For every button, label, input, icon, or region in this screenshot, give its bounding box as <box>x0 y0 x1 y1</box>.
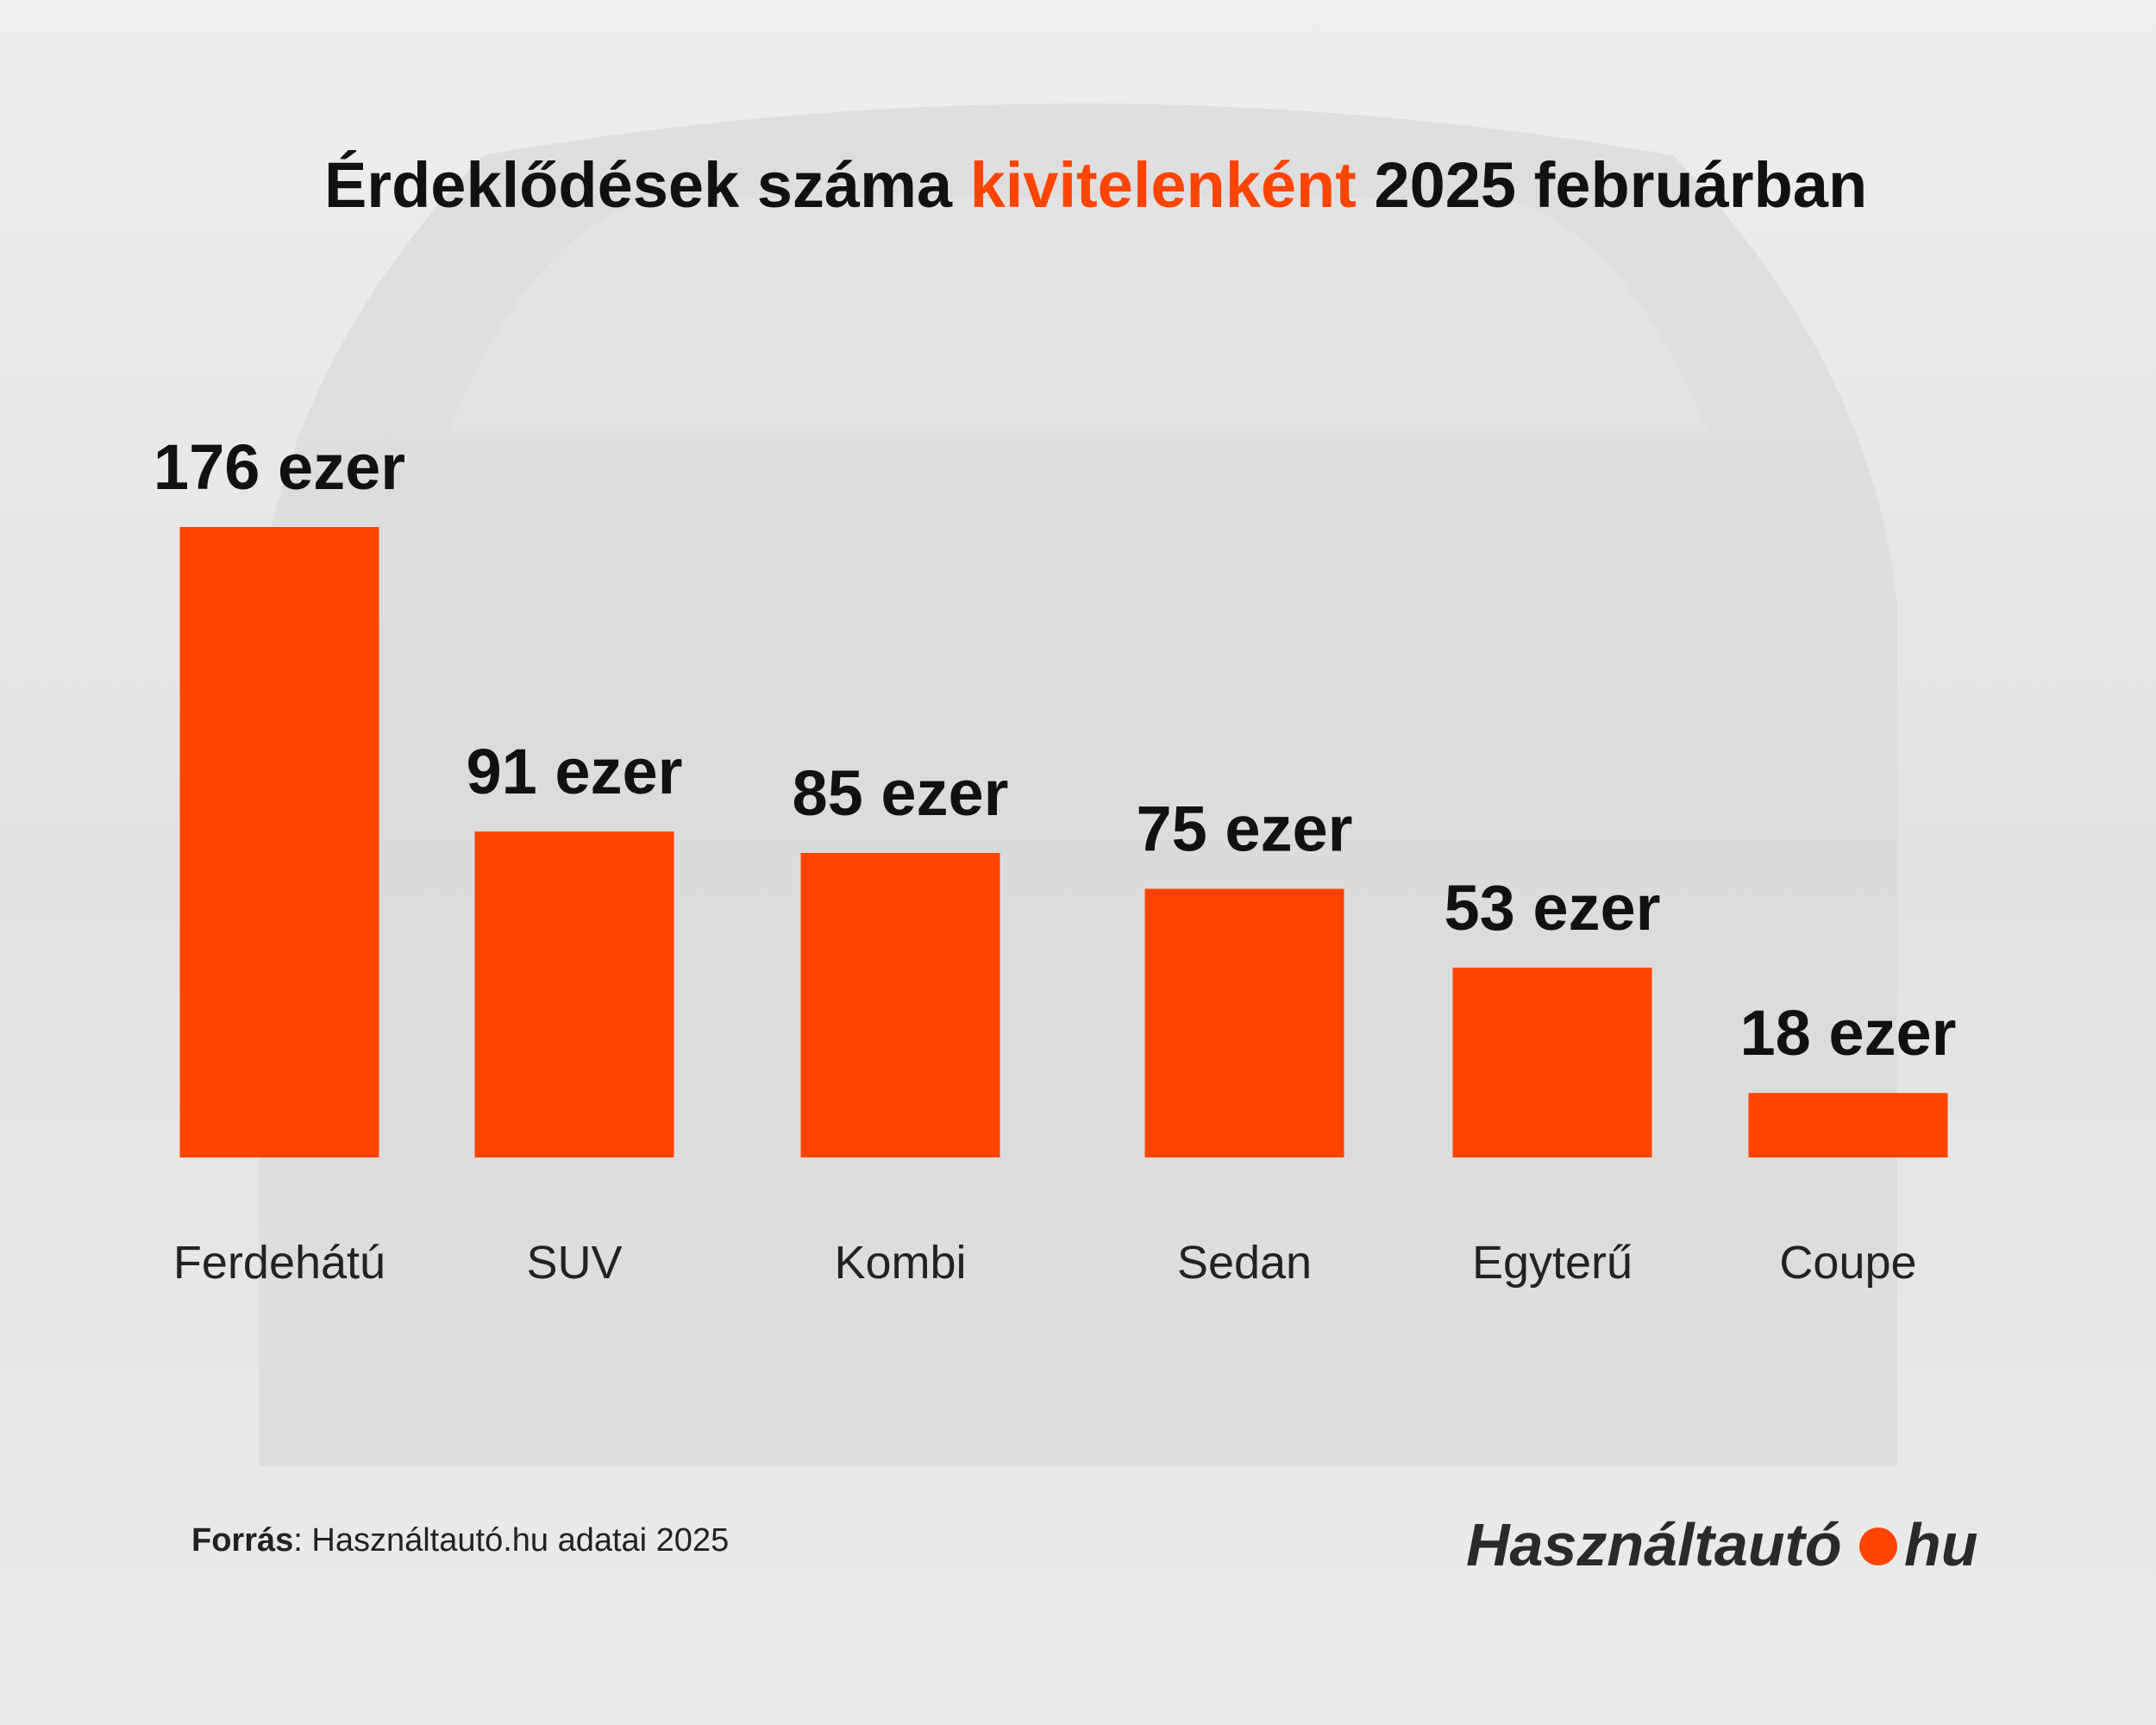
brand-name: Használtautó <box>1466 1511 1842 1578</box>
bar <box>474 831 674 1157</box>
brand-dot <box>1859 1527 1897 1565</box>
value-label: 53 ezer <box>1445 872 1661 944</box>
title-part: 2025 februárban <box>1357 149 1867 221</box>
value-label: 75 ezer <box>1137 793 1353 864</box>
bar <box>1144 888 1344 1157</box>
bar <box>1748 1093 1948 1157</box>
title-part: Érdeklődések száma <box>324 149 970 221</box>
car-windshield <box>448 198 1708 431</box>
category-label: Kombi <box>834 1237 966 1289</box>
bar <box>179 527 379 1157</box>
title-highlight: kivitelenként <box>970 149 1357 221</box>
bar <box>1452 967 1652 1157</box>
chart-title: Érdeklődések száma kivitelenként 2025 fe… <box>235 149 1921 221</box>
value-label: 85 ezer <box>793 757 1009 829</box>
category-label: SUV <box>526 1237 622 1289</box>
category-label: Ferdehátú <box>173 1237 385 1289</box>
source-label: Forrás <box>191 1522 293 1559</box>
value-label: 18 ezer <box>1740 997 1957 1069</box>
value-label: 91 ezer <box>467 736 683 807</box>
category-label: Sedan <box>1177 1237 1312 1289</box>
source-text: : Használtautó.hu adatai 2025 <box>293 1522 729 1559</box>
category-label: Egyterű <box>1472 1237 1633 1289</box>
value-label: 176 ezer <box>154 431 405 503</box>
category-label: Coupe <box>1779 1237 1916 1289</box>
logo: Használtautó hu <box>1466 1511 1978 1578</box>
bar <box>800 852 1000 1157</box>
source: Forrás: Használtautó.hu adatai 2025 <box>191 1522 729 1559</box>
brand-tld: hu <box>1904 1511 1978 1578</box>
